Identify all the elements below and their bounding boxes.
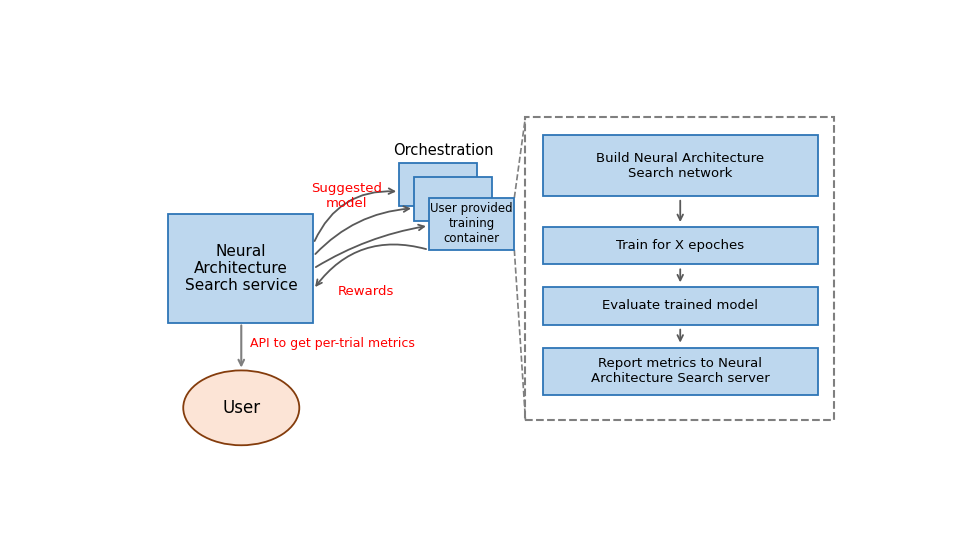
Text: Suggested
model: Suggested model (311, 182, 382, 210)
Ellipse shape (183, 370, 300, 446)
Text: User provided
training
container: User provided training container (430, 202, 513, 245)
Text: Neural
Architecture
Search service: Neural Architecture Search service (184, 244, 298, 293)
FancyBboxPatch shape (414, 177, 492, 221)
FancyBboxPatch shape (542, 227, 818, 265)
Text: Build Neural Architecture
Search network: Build Neural Architecture Search network (596, 152, 764, 180)
Text: API to get per-trial metrics: API to get per-trial metrics (251, 337, 415, 350)
FancyBboxPatch shape (542, 348, 818, 395)
FancyBboxPatch shape (429, 198, 515, 250)
Text: Rewards: Rewards (337, 285, 394, 298)
Text: Report metrics to Neural
Architecture Search server: Report metrics to Neural Architecture Se… (590, 357, 770, 386)
Text: Orchestration: Orchestration (394, 143, 493, 158)
FancyBboxPatch shape (168, 214, 313, 322)
Text: Evaluate trained model: Evaluate trained model (602, 300, 758, 313)
FancyBboxPatch shape (399, 163, 477, 206)
Text: User: User (222, 399, 260, 417)
FancyBboxPatch shape (542, 287, 818, 325)
Text: Train for X epoches: Train for X epoches (616, 239, 744, 252)
FancyBboxPatch shape (542, 136, 818, 196)
